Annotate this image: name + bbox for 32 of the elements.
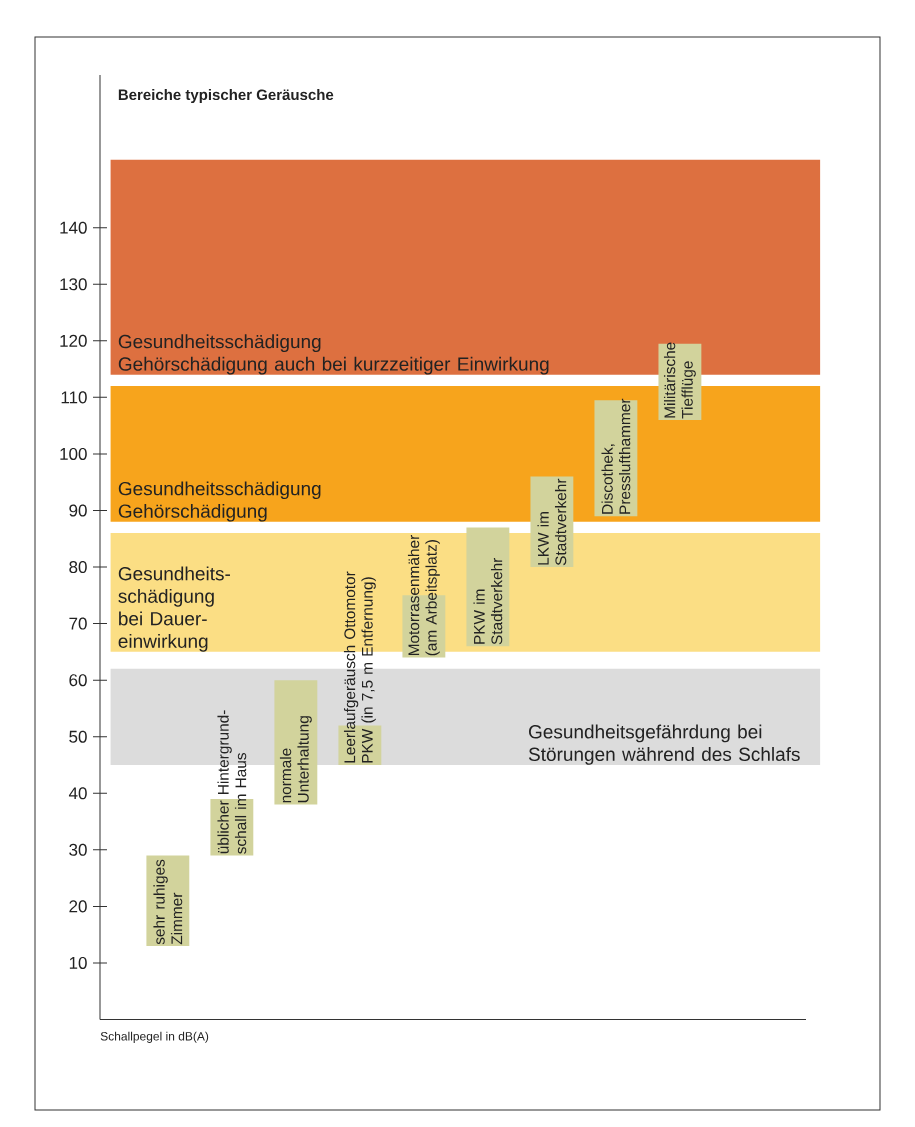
y-tick-label: 20 xyxy=(69,900,87,913)
band-label: Gesundheitsschädigung Gehörschädigung xyxy=(118,481,321,522)
x-tick-label: PKW im Stadtverkehr xyxy=(473,557,503,645)
y-tick-label: 70 xyxy=(69,617,87,630)
x-tick-label: Militärische Tiefflüge xyxy=(663,342,696,419)
x-tick-label: Discothek, Presslufthammer xyxy=(601,398,631,514)
band-label: Gesundheitsschädigung Gehörschädigung auch bei kurzzeitiger Einwirkung xyxy=(118,334,549,375)
y-tick-label: 50 xyxy=(69,730,87,743)
y-tick-label: 100 xyxy=(60,447,87,460)
text: Bereiche typischer Geräusche xyxy=(118,89,334,103)
band-label: Gesundheitsgefährdung bei Störungen während des Schlafs xyxy=(528,724,800,765)
y-tick-label: 90 xyxy=(69,504,87,517)
y-tick-label: 140 xyxy=(60,221,87,234)
y-tick-label: 80 xyxy=(69,561,87,574)
y-tick-label: 30 xyxy=(69,843,87,856)
y-tick-label: 120 xyxy=(60,334,87,347)
bar xyxy=(466,527,510,647)
bar xyxy=(274,680,318,805)
x-tick-label: Motorrasenmäher (am Arbeitsplatz) xyxy=(407,535,440,656)
x-tick-label: sehr ruhiges Zimmer xyxy=(153,859,183,945)
x-tick-label: LKW im Stadtverkehr xyxy=(537,478,567,566)
y-tick-label: 110 xyxy=(61,391,87,404)
band-label: Gesundheits-schädigung bei Dauer-einwirkung xyxy=(118,566,230,652)
y-tick-label: 60 xyxy=(69,674,87,687)
y-axis-title: Schallpegel in dB(A) xyxy=(100,1031,209,1043)
y-tick-label: 10 xyxy=(69,956,87,969)
y-tick-label: 130 xyxy=(60,278,87,291)
bar xyxy=(146,855,190,946)
y-tick-label: 40 xyxy=(68,787,87,800)
x-tick-label: normale Unterhaltung xyxy=(279,716,312,803)
x-tick-label: üblicher Hintergrund-schall im Haus xyxy=(217,710,247,854)
x-tick-label: Leerlaufgeräusch Ottomotor PKW (in 7,5 m Entfernung) xyxy=(343,571,376,763)
